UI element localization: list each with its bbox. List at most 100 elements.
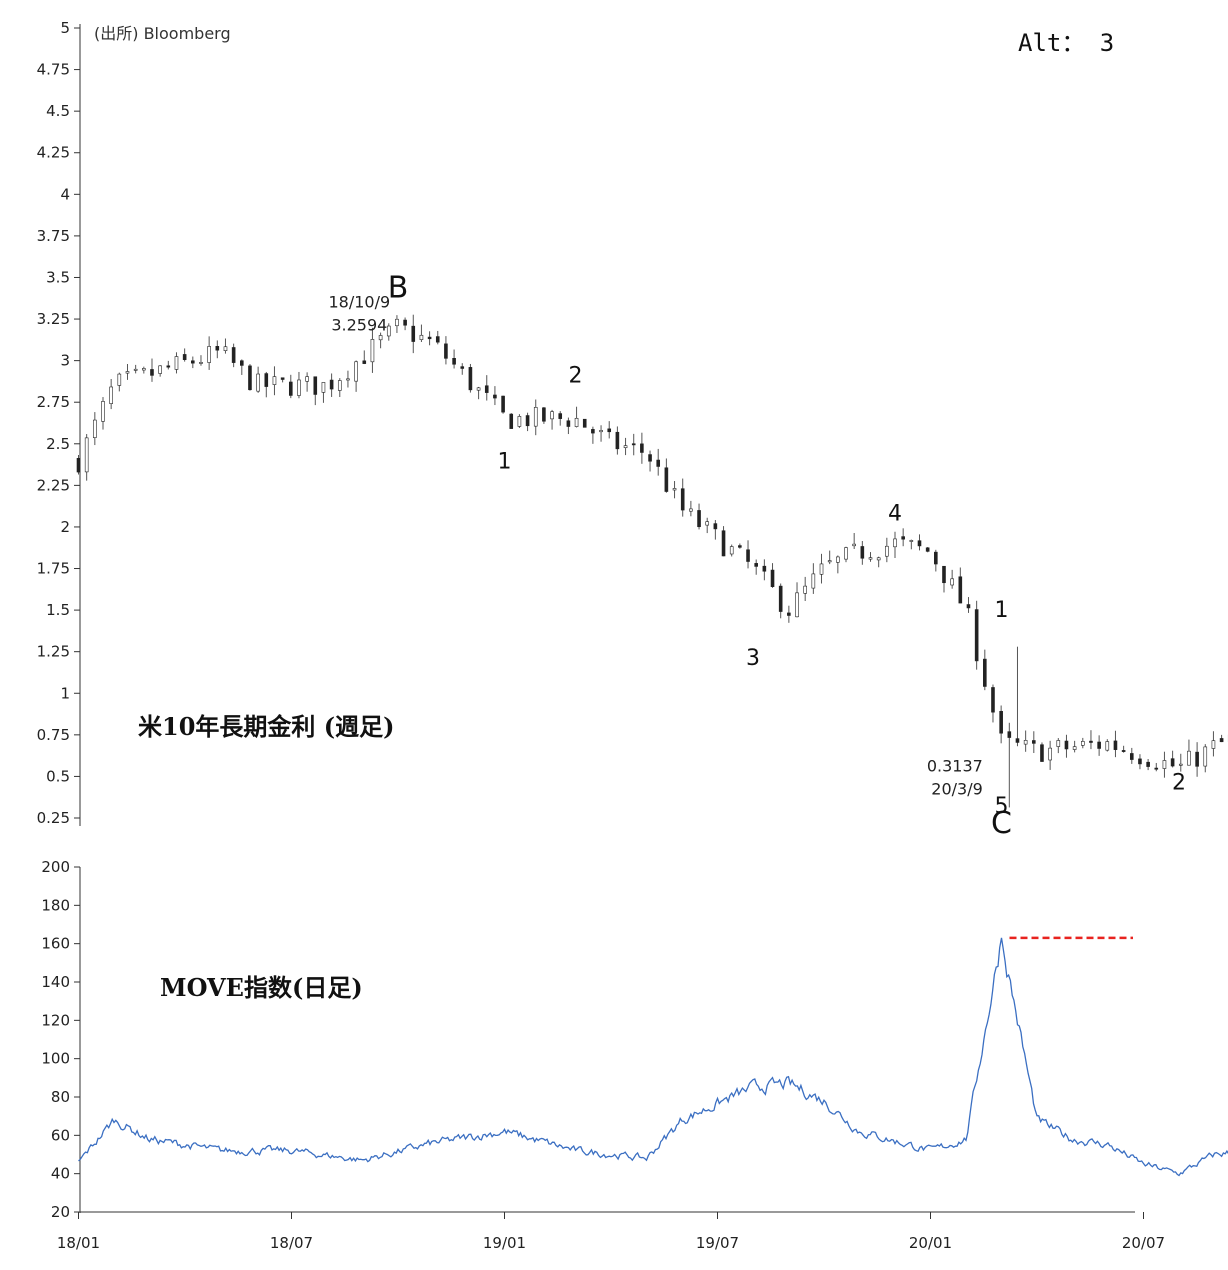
candle-body [207, 346, 211, 363]
rate-y-tick-label: 2.5 [46, 435, 70, 453]
candle-body [754, 563, 758, 567]
candle-body [199, 362, 203, 364]
move-y-tick-label: 100 [41, 1050, 70, 1068]
wave-label: 5 [995, 794, 1009, 819]
candle-body [966, 604, 971, 609]
point-annotation: 0.3137 [927, 756, 983, 775]
candle-body [517, 416, 522, 427]
candle-body [468, 367, 473, 391]
move-series-line [78, 937, 1228, 1177]
rate-y-tick-label: 4.25 [37, 144, 70, 162]
candle-body [1072, 746, 1077, 750]
candle-body [1023, 740, 1028, 745]
rate-chart-title: 米10年長期金利 (週足) [138, 712, 394, 741]
candle-body [101, 401, 105, 422]
rate-y-tick-label: 1 [60, 684, 70, 702]
candle-body [223, 346, 228, 352]
candle-body [762, 565, 767, 572]
move-y-tick-label: 40 [51, 1165, 70, 1183]
candle-body [117, 373, 122, 386]
candle-body [689, 508, 693, 512]
candle-body [313, 376, 318, 395]
rate-y-tick-label: 0.25 [37, 809, 70, 827]
candle-body [672, 488, 677, 491]
rate-y-tick-label: 0.5 [46, 767, 70, 785]
candle-body [1211, 740, 1216, 749]
candle-body [648, 454, 652, 462]
candle-body [1105, 741, 1110, 751]
candle-body [844, 547, 848, 560]
candle-body [362, 360, 367, 364]
x-tick-label: 20/07 [1122, 1234, 1165, 1252]
candle-body [697, 510, 701, 528]
candle-body [158, 365, 162, 374]
candle-body [1032, 740, 1036, 744]
candle-body [991, 687, 995, 713]
candle-body [435, 336, 440, 343]
candle-body [917, 540, 922, 547]
rate-y-tick-label: 3.75 [37, 227, 70, 245]
rate-y-tick-label: 3.25 [37, 310, 70, 328]
candle-body [705, 521, 710, 526]
candle-body [713, 523, 718, 530]
candle-body [444, 343, 448, 359]
wave-label: C [991, 806, 1012, 841]
candle-body [901, 536, 905, 540]
rate-y-tick-label: 0.75 [37, 726, 70, 744]
candle-body [640, 443, 644, 453]
candle-body [795, 592, 799, 618]
wave-label: 4 [888, 501, 902, 526]
candle-body [76, 458, 81, 473]
candle-body [109, 386, 113, 404]
candle-body [305, 376, 309, 382]
wave-label: 3 [746, 646, 760, 671]
candle-body [1203, 746, 1208, 767]
rate-candles [76, 314, 1228, 808]
candle-body [460, 366, 465, 369]
candle-body [787, 612, 791, 616]
candle-body [370, 339, 375, 363]
candle-body [738, 545, 742, 548]
candle-body [876, 557, 881, 561]
candle-body [1064, 740, 1069, 750]
candle-body [166, 365, 171, 368]
candle-body [1195, 751, 1199, 767]
candle-body [615, 431, 620, 450]
move-y-tick-label: 20 [51, 1203, 70, 1221]
wave-labels: B123415C2345iiiiiiivv18/10/93.25940.3137… [328, 270, 1186, 841]
candle-body [1187, 750, 1191, 766]
candle-body [746, 549, 750, 562]
candle-body [974, 609, 979, 662]
candle-body [403, 319, 407, 326]
x-tick-label: 20/01 [909, 1234, 952, 1252]
candle-body [729, 546, 734, 555]
candle-body [1121, 750, 1126, 752]
candle-body [950, 578, 954, 586]
rate-y-tick-label: 3.5 [46, 268, 70, 286]
move-y-tick-label: 140 [41, 973, 70, 991]
candle-body [427, 336, 432, 340]
candle-body [1007, 731, 1012, 738]
candle-body [256, 373, 260, 392]
candle-body [321, 382, 326, 393]
candle-body [1162, 760, 1167, 769]
rate-axes: 0.25 0.5 0.75 1 1.25 1.5 1.75 2 2.25 2.5 2.75 3 3.25… [37, 19, 81, 827]
rate-y-tick-label: 4.75 [37, 61, 70, 79]
candle-body [125, 371, 130, 374]
candle-body [484, 385, 489, 393]
point-annotation: 18/10/9 [328, 292, 390, 311]
candle-body [329, 379, 334, 390]
rate-y-tick-label: 3 [60, 352, 70, 370]
candle-body [272, 376, 277, 385]
candle-body [1113, 740, 1118, 750]
candle-body [958, 576, 963, 604]
candle-body [1138, 758, 1142, 765]
rate-y-tick-label: 2 [60, 518, 70, 536]
candle-body [288, 381, 293, 396]
candle-body [999, 710, 1003, 734]
candle-body [811, 573, 816, 589]
candle-body [558, 413, 563, 419]
move-y-tick-label: 200 [41, 858, 70, 876]
point-annotation: 20/3/9 [931, 779, 983, 798]
candle-body [893, 538, 897, 548]
